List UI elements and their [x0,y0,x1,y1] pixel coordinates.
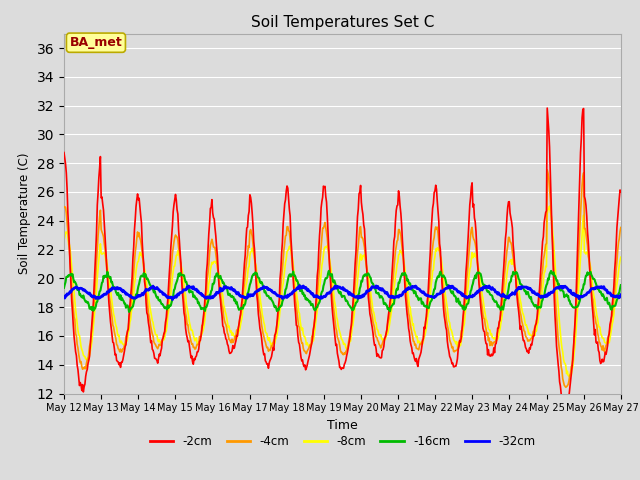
Legend: -2cm, -4cm, -8cm, -16cm, -32cm: -2cm, -4cm, -8cm, -16cm, -32cm [145,430,540,453]
X-axis label: Time: Time [327,419,358,432]
Title: Soil Temperatures Set C: Soil Temperatures Set C [251,15,434,30]
Y-axis label: Soil Temperature (C): Soil Temperature (C) [18,153,31,275]
Text: BA_met: BA_met [70,36,122,49]
